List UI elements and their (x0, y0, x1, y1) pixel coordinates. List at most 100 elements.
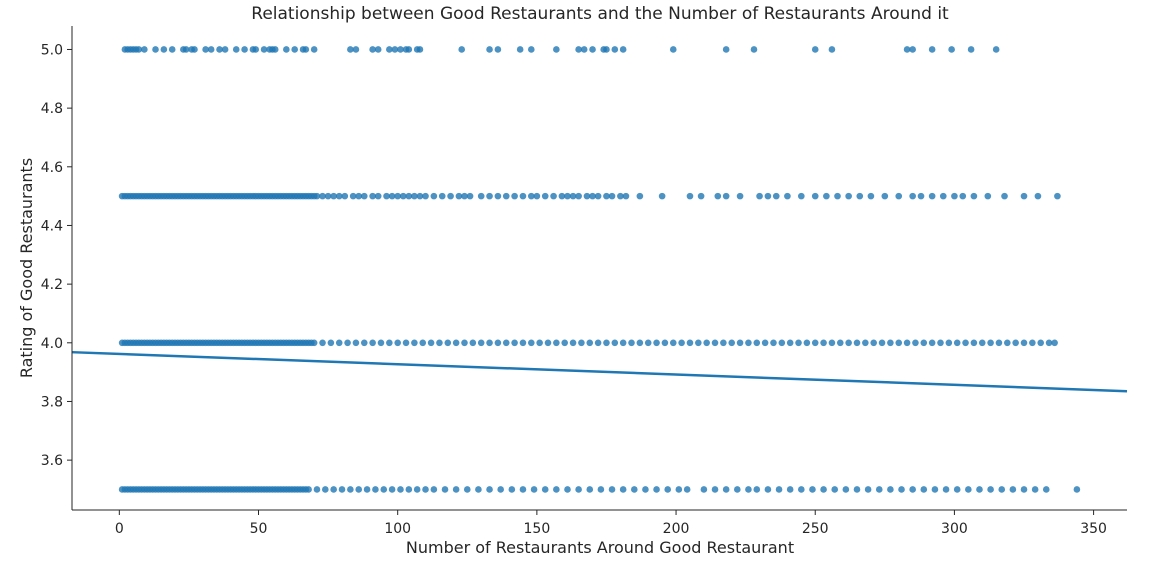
data-point (319, 339, 326, 347)
data-point (360, 192, 368, 200)
data-point (959, 192, 967, 200)
data-point (589, 192, 596, 200)
data-point (811, 46, 819, 53)
data-point (541, 486, 549, 493)
data-point (978, 339, 986, 347)
data-point (775, 486, 783, 493)
x-tick-label: 0 (115, 521, 124, 537)
data-point (965, 486, 972, 493)
data-point (1020, 339, 1028, 347)
data-point (430, 192, 438, 200)
x-axis-ticks: 0 50 100 150 200 250 300 350 (115, 510, 1107, 537)
data-point (761, 339, 769, 347)
data-point (845, 192, 852, 200)
data-point (784, 192, 791, 200)
data-point (733, 486, 741, 493)
data-point (953, 486, 961, 493)
data-point (658, 192, 666, 200)
data-point (1054, 192, 1061, 200)
data-point (377, 339, 385, 347)
data-point (619, 339, 627, 347)
data-point (722, 46, 730, 53)
x-axis-label: Number of Restaurants Around Good Restau… (406, 538, 794, 557)
data-point (951, 192, 958, 200)
data-point (786, 486, 794, 493)
data-point (753, 486, 761, 493)
data-point (683, 486, 691, 493)
data-point (636, 192, 644, 200)
data-point (811, 192, 819, 200)
data-point (1045, 339, 1053, 347)
data-point (374, 192, 382, 200)
data-point (603, 339, 610, 347)
data-point (494, 192, 502, 200)
data-point (856, 192, 864, 200)
data-point (221, 46, 229, 53)
data-point (352, 46, 360, 53)
data-point (937, 339, 944, 347)
data-point (675, 486, 683, 493)
data-point (722, 486, 730, 493)
data-point (942, 486, 950, 493)
data-point (416, 192, 424, 200)
data-point (447, 192, 454, 200)
data-point (322, 486, 329, 493)
data-point (135, 46, 143, 53)
data-point (853, 339, 861, 347)
data-point (617, 192, 624, 200)
data-point (1012, 339, 1019, 347)
data-point (419, 339, 427, 347)
data-point (455, 192, 463, 200)
data-point (411, 339, 418, 347)
data-point (603, 192, 610, 200)
data-point (586, 339, 594, 347)
data-point (608, 192, 616, 200)
data-point (945, 339, 953, 347)
data-point (347, 486, 354, 493)
data-point (811, 339, 819, 347)
data-point (756, 192, 763, 200)
x-tick-label: 350 (1080, 521, 1107, 537)
data-point (903, 339, 911, 347)
data-point (664, 486, 671, 493)
data-point (369, 339, 376, 347)
data-point (864, 486, 872, 493)
data-point (809, 486, 816, 493)
data-point (967, 46, 975, 53)
data-point (355, 192, 363, 200)
data-point (597, 486, 605, 493)
data-point (745, 339, 752, 347)
data-point (998, 486, 1006, 493)
data-point (1001, 192, 1008, 200)
data-point (550, 192, 557, 200)
data-point (182, 46, 190, 53)
data-point (1020, 486, 1028, 493)
data-point (722, 192, 730, 200)
data-point (486, 192, 493, 200)
data-point (778, 339, 786, 347)
data-point (795, 339, 802, 347)
data-point (391, 46, 399, 53)
data-point (544, 339, 552, 347)
data-point (976, 486, 983, 493)
data-point (477, 339, 485, 347)
data-point (575, 486, 582, 493)
data-point (1051, 339, 1058, 347)
data-point (338, 486, 346, 493)
data-point (1020, 192, 1028, 200)
data-point (438, 192, 446, 200)
data-point (987, 486, 994, 493)
data-point (530, 486, 538, 493)
data-point (823, 192, 830, 200)
data-point (486, 339, 493, 347)
data-point (319, 192, 326, 200)
data-point (494, 46, 502, 53)
data-point (578, 339, 585, 347)
data-point (653, 339, 660, 347)
data-point (519, 486, 527, 493)
data-point (611, 339, 619, 347)
data-point (920, 486, 928, 493)
data-point (836, 339, 844, 347)
data-point (477, 192, 485, 200)
